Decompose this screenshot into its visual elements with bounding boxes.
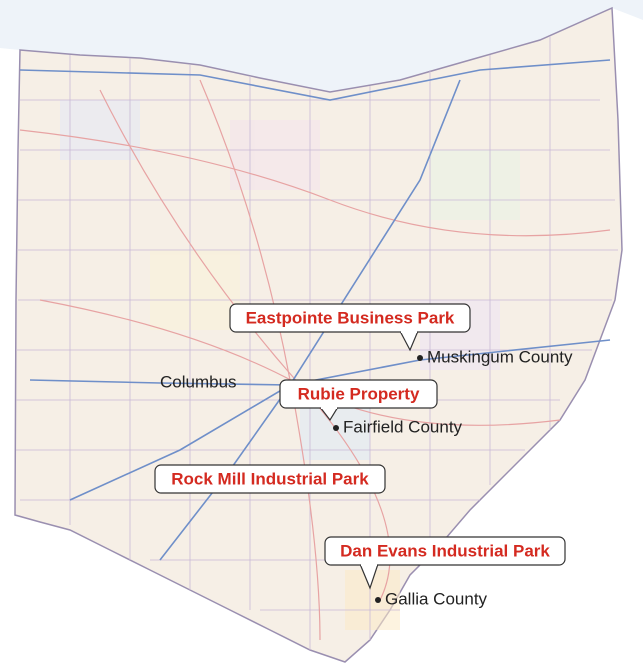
county-dot xyxy=(417,355,423,361)
callout-label: Eastpointe Business Park xyxy=(246,308,455,327)
pointer-joint xyxy=(361,563,377,566)
callout-box xyxy=(154,464,386,494)
pointer-joint xyxy=(321,406,337,409)
county-dot xyxy=(333,425,339,431)
callout-label: Dan Evans Industrial Park xyxy=(340,541,550,560)
county-label: Fairfield County xyxy=(343,417,463,436)
callout-label: Rubie Property xyxy=(298,384,420,403)
callout-box xyxy=(279,379,438,409)
callout-box xyxy=(324,536,566,566)
county-label: Muskingum County xyxy=(427,347,573,366)
county-label: Gallia County xyxy=(385,589,488,608)
callout-label: Rock Mill Industrial Park xyxy=(171,469,369,488)
city-label: Columbus xyxy=(160,372,237,391)
lake xyxy=(0,0,643,92)
callouts: Eastpointe Business Park Muskingum County… xyxy=(154,303,573,608)
pointer-joint xyxy=(401,330,417,333)
county-dot xyxy=(375,597,381,603)
callout-box xyxy=(229,303,471,333)
